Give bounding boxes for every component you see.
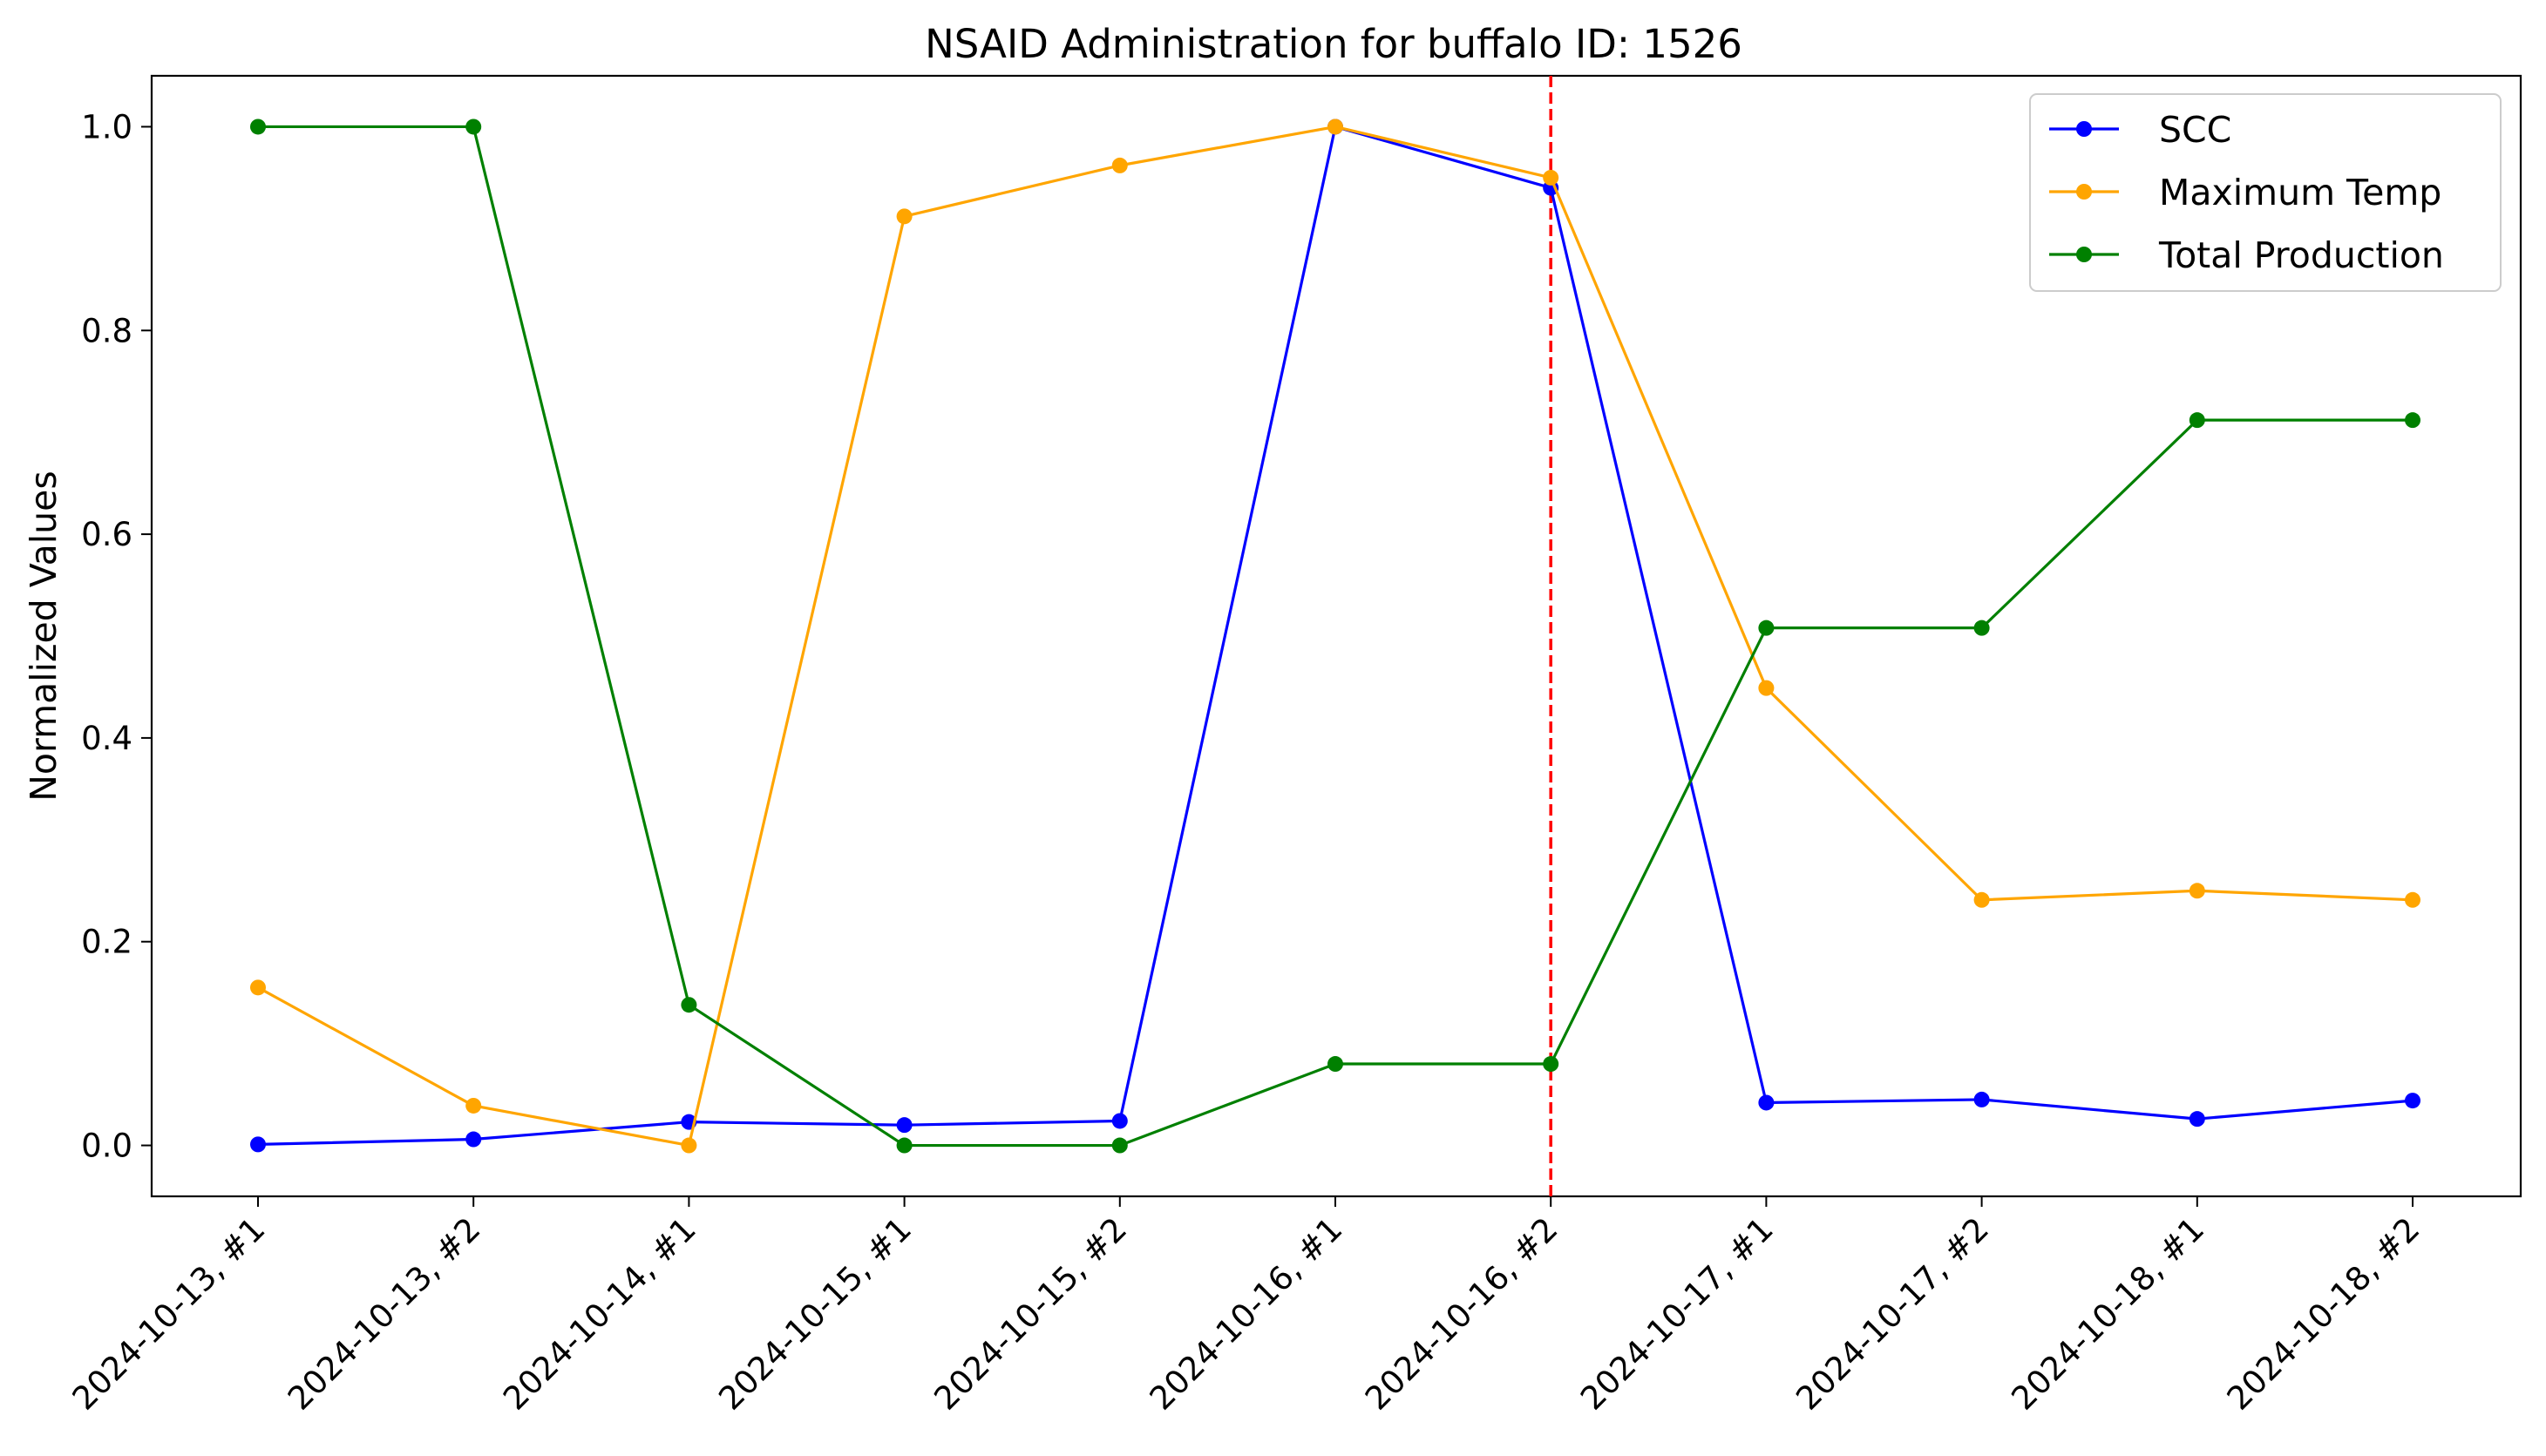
- y-tick-label: 0.8: [81, 312, 132, 349]
- x-tick-label: 2024-10-13, #2: [281, 1210, 488, 1418]
- x-tick-label: 2024-10-18, #2: [2220, 1210, 2427, 1418]
- data-point: [465, 1097, 482, 1114]
- data-point: [1758, 680, 1775, 696]
- series-layer: [250, 119, 2420, 1154]
- x-tick-label: 2024-10-15, #2: [927, 1210, 1135, 1418]
- data-point: [1111, 1137, 1128, 1154]
- data-point: [896, 1117, 913, 1134]
- data-point: [1758, 620, 1775, 636]
- x-tick-label: 2024-10-14, #1: [496, 1210, 703, 1418]
- data-point: [250, 1136, 266, 1153]
- x-tick-label: 2024-10-13, #1: [65, 1210, 273, 1418]
- data-point: [1327, 1056, 1343, 1073]
- data-point: [465, 119, 482, 135]
- data-point: [681, 1137, 697, 1154]
- data-point: [1973, 891, 1990, 908]
- legend-label: Maximum Temp: [2159, 172, 2441, 213]
- legend-label: Total Production: [2158, 234, 2444, 276]
- data-point: [2189, 883, 2205, 899]
- data-point: [1543, 1056, 1559, 1073]
- legend-marker: [2076, 247, 2092, 262]
- y-tick-label: 0.4: [81, 720, 132, 757]
- series-maximum-temp: [250, 119, 2420, 1154]
- data-point: [2189, 1111, 2205, 1128]
- x-tick-label: 2024-10-18, #1: [2005, 1210, 2212, 1418]
- legend-marker: [2076, 121, 2092, 137]
- x-tick-label: 2024-10-15, #1: [711, 1210, 919, 1418]
- data-point: [2405, 1093, 2420, 1109]
- data-point: [1111, 157, 1128, 173]
- legend-label: SCC: [2159, 109, 2231, 151]
- data-point: [465, 1131, 482, 1148]
- data-point: [250, 979, 266, 996]
- y-tick-label: 0.6: [81, 516, 132, 553]
- data-point: [1758, 1094, 1775, 1111]
- data-point: [1327, 119, 1343, 135]
- data-point: [2189, 412, 2205, 429]
- series-total-production: [250, 119, 2420, 1154]
- chart-title: NSAID Administration for buffalo ID: 152…: [925, 21, 1742, 67]
- y-tick-label: 1.0: [81, 108, 132, 146]
- y-tick-label: 0.2: [81, 924, 132, 961]
- legend: SCC Maximum Temp Total Production: [2029, 93, 2502, 292]
- data-point: [681, 997, 697, 1013]
- data-point: [896, 208, 913, 225]
- data-point: [1543, 169, 1559, 186]
- data-point: [2405, 891, 2420, 908]
- x-tick-label: 2024-10-17, #2: [1789, 1210, 1996, 1418]
- data-point: [1111, 1113, 1128, 1129]
- legend-box: [2029, 93, 2502, 292]
- data-point: [896, 1137, 913, 1154]
- legend-marker: [2076, 184, 2092, 200]
- data-point: [2405, 412, 2420, 429]
- x-tick-label: 2024-10-17, #1: [1573, 1210, 1781, 1418]
- data-point: [250, 119, 266, 135]
- x-tick-label: 2024-10-16, #1: [1143, 1210, 1350, 1418]
- data-point: [1973, 1091, 1990, 1107]
- y-axis-label: Normalized Values: [23, 471, 64, 802]
- data-point: [1973, 620, 1990, 636]
- y-tick-label: 0.0: [81, 1128, 132, 1165]
- x-tick-label: 2024-10-16, #2: [1358, 1210, 1565, 1418]
